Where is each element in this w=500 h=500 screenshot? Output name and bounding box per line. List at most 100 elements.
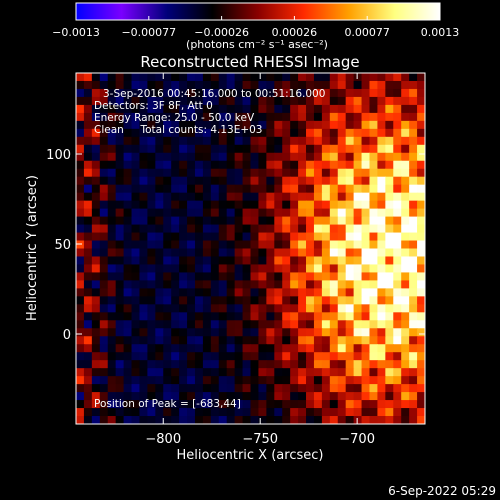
heatmap-cell <box>210 248 220 258</box>
heatmap-cell <box>385 288 394 297</box>
heatmap-cell <box>171 176 180 186</box>
heatmap-cell <box>417 184 425 194</box>
heatmap-cell <box>107 112 117 122</box>
heatmap-cell <box>218 200 228 210</box>
heatmap-cell <box>274 192 283 202</box>
heatmap-cell <box>282 232 291 242</box>
heatmap-cell <box>393 200 402 210</box>
heatmap-cell <box>163 168 172 178</box>
heatmap-cell <box>266 240 275 250</box>
heatmap-cell <box>139 264 148 274</box>
heatmap-cell <box>417 176 425 186</box>
heatmap-cell <box>123 144 133 154</box>
heatmap-cell <box>258 288 267 297</box>
heatmap-cell <box>131 200 141 210</box>
heatmap-cell <box>226 216 236 226</box>
heatmap-cell <box>409 352 418 361</box>
heatmap-cell <box>179 136 188 146</box>
heatmap-cell <box>242 216 252 226</box>
colorbar-tick-label: 0.00077 <box>344 26 390 39</box>
heatmap-cell <box>409 328 418 337</box>
heatmap-cell <box>123 208 133 218</box>
heatmap-cell <box>99 328 109 337</box>
heatmap-cell <box>250 344 260 353</box>
heatmap-cell <box>385 304 394 313</box>
heatmap-cell <box>290 240 299 250</box>
heatmap-cell <box>234 168 244 178</box>
heatmap-cell <box>298 288 307 297</box>
heatmap-cell <box>274 200 283 210</box>
heatmap-cell <box>83 152 93 162</box>
heatmap-cell <box>337 96 347 106</box>
heatmap-cell <box>329 88 339 98</box>
heatmap-cell <box>377 152 386 162</box>
heatmap-cell <box>76 400 85 409</box>
heatmap-cell <box>377 136 386 146</box>
heatmap-cell <box>409 264 418 274</box>
heatmap-cell <box>274 216 283 226</box>
heatmap-cell <box>369 224 379 234</box>
heatmap-cell <box>321 312 331 321</box>
heatmap-cell <box>115 400 125 409</box>
heatmap-cell <box>409 336 418 345</box>
heatmap-cell <box>377 344 386 353</box>
heatmap-cell <box>258 224 267 234</box>
heatmap-cell <box>417 280 425 289</box>
heatmap-cell <box>282 384 291 393</box>
heatmap-cell <box>266 224 275 234</box>
heatmap-cell <box>171 128 180 138</box>
heatmap-cell <box>163 152 172 162</box>
heatmap-cell <box>298 176 307 186</box>
heatmap-cell <box>321 152 331 162</box>
heatmap-cell <box>250 176 260 186</box>
heatmap-cell <box>99 168 109 178</box>
heatmap-cell <box>266 80 275 90</box>
annotation-clean-counts: Clean Total counts: 4.13E+03 <box>94 124 263 136</box>
heatmap-cell <box>115 96 125 106</box>
heatmap-cell <box>99 320 109 329</box>
heatmap-cell <box>202 376 212 385</box>
heatmap-cell <box>282 200 291 210</box>
heatmap-cell <box>187 152 196 162</box>
heatmap-cell <box>242 256 252 266</box>
heatmap-cell <box>242 248 252 258</box>
heatmap-cell <box>218 360 228 369</box>
heatmap-cell <box>115 368 125 377</box>
heatmap-cell <box>187 336 196 345</box>
heatmap-cell <box>401 104 410 114</box>
heatmap-cell <box>250 104 260 114</box>
heatmap-cell <box>139 280 148 289</box>
heatmap-cell <box>401 264 410 274</box>
heatmap-cell <box>131 312 141 321</box>
heatmap-cell <box>123 360 133 369</box>
heatmap-cell <box>274 80 283 90</box>
heatmap-cell <box>409 80 418 90</box>
heatmap-cell <box>163 320 172 329</box>
heatmap-cell <box>321 224 331 234</box>
heatmap-cell <box>337 192 347 202</box>
heatmap-cell <box>163 328 172 337</box>
heatmap-cell <box>171 280 180 289</box>
heatmap-cell <box>91 128 101 138</box>
heatmap-cell <box>361 264 371 274</box>
heatmap-cell <box>234 96 244 106</box>
heatmap-cell <box>202 144 212 154</box>
heatmap-cell <box>123 120 133 130</box>
heatmap-cell <box>258 168 267 178</box>
heatmap-cell <box>282 216 291 226</box>
heatmap-cell <box>194 104 204 114</box>
heatmap-cell <box>266 88 275 98</box>
heatmap-cell <box>337 144 347 154</box>
heatmap-cell <box>337 280 347 289</box>
heatmap-cell <box>179 200 188 210</box>
heatmap-cell <box>83 376 93 385</box>
heatmap-cell <box>91 256 101 266</box>
heatmap-cell <box>385 376 394 385</box>
heatmap-cell <box>258 376 267 385</box>
heatmap-cell <box>234 288 244 297</box>
heatmap-cell <box>242 80 252 90</box>
heatmap-cell <box>377 128 386 138</box>
heatmap-cell <box>226 376 236 385</box>
annotation-time-range: 3-Sep-2016 00:45:16.000 to 00:51:16.000 <box>103 88 325 100</box>
heatmap-cell <box>155 256 164 266</box>
